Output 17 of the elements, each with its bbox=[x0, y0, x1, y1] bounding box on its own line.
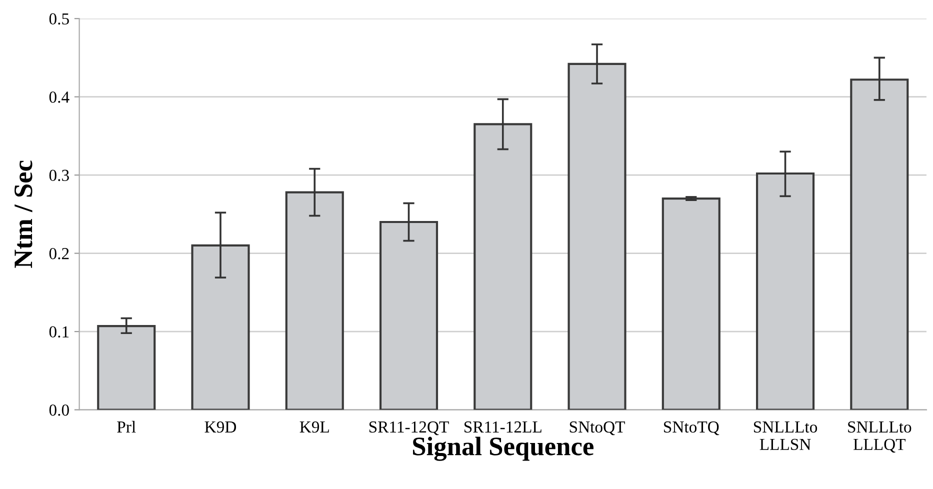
y-tick-label: 0.2 bbox=[49, 248, 69, 260]
x-tick-label: SNtoQT bbox=[570, 421, 625, 436]
y-tick-label: 0.3 bbox=[49, 170, 69, 182]
y-tick-label: 0.4 bbox=[49, 92, 70, 103]
x-axis-title: Signal Sequence bbox=[413, 436, 594, 461]
x-tick-label: SNLLLto LLLSN bbox=[754, 421, 818, 450]
y-tick-label: 0.1 bbox=[49, 326, 69, 338]
x-tick-label: Prl bbox=[117, 420, 136, 432]
x-tick-label: SR11-12QT bbox=[369, 421, 449, 436]
x-tick-label: SNtoTQ bbox=[664, 421, 720, 436]
x-tick-label: SR11-12LL bbox=[464, 421, 542, 433]
x-tick-label: K9L bbox=[300, 421, 329, 433]
y-axis-title: Ntm / Sec bbox=[14, 160, 32, 268]
y-tick-label: 0.0 bbox=[49, 404, 69, 416]
x-tick-label: K9D bbox=[204, 421, 236, 433]
y-tick-label: 0.5 bbox=[49, 13, 69, 25]
x-tick-label: SNLLLto LLLQT bbox=[848, 421, 912, 453]
